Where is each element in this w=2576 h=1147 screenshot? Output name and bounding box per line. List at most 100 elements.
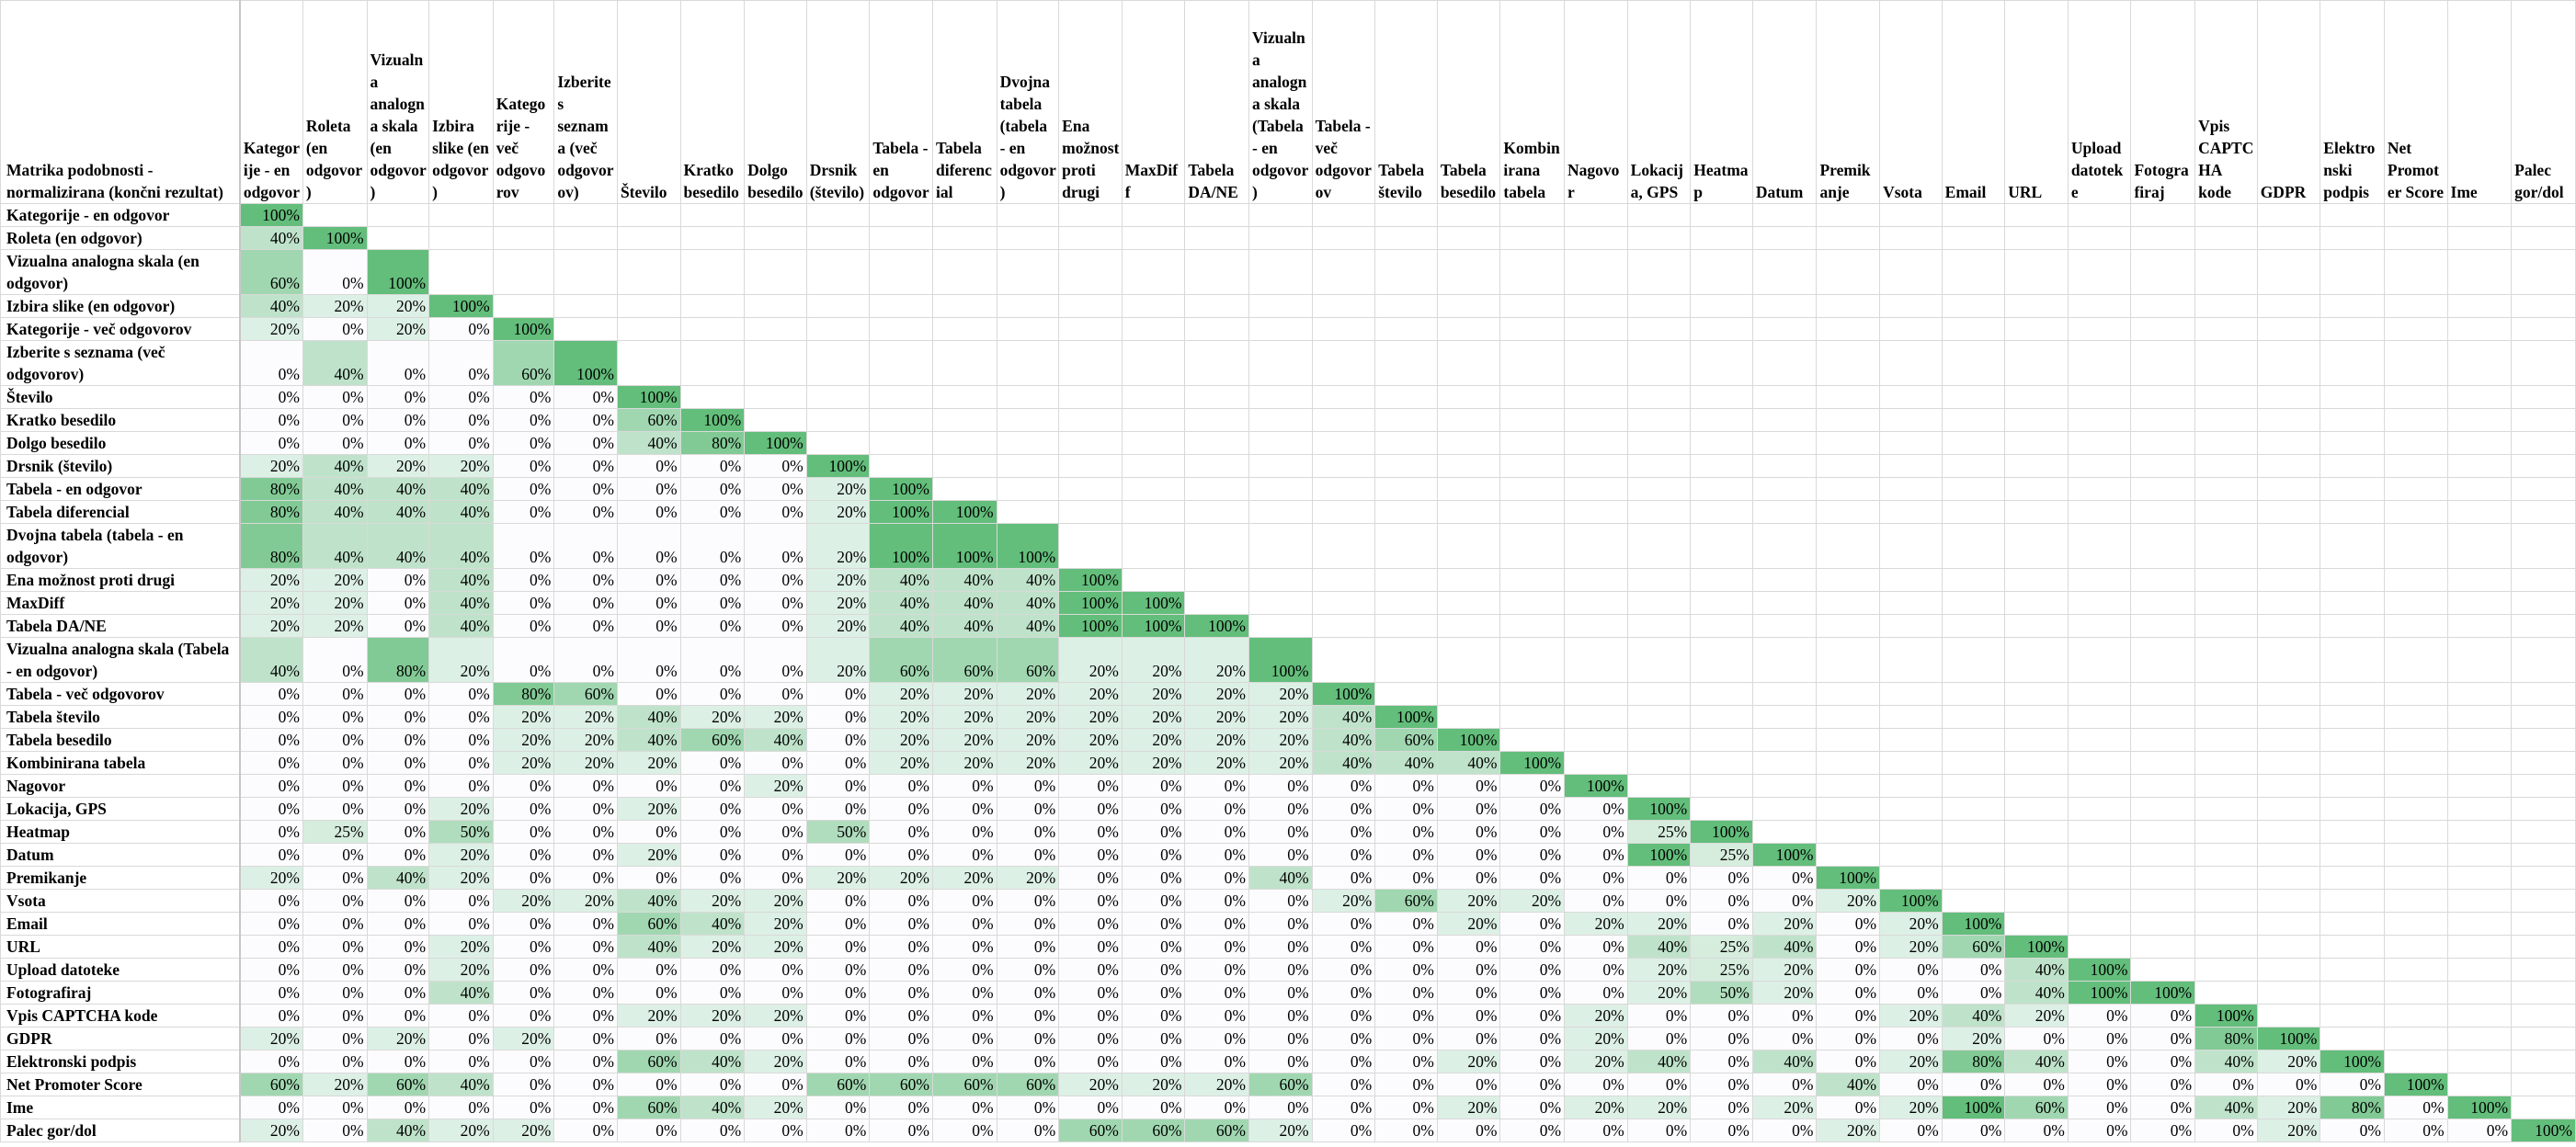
matrix-cell[interactable] (805, 249, 871, 295)
matrix-cell[interactable] (2320, 294, 2385, 318)
matrix-cell[interactable]: 20% (1564, 1027, 1628, 1050)
matrix-cell[interactable] (996, 294, 1060, 318)
matrix-cell[interactable] (805, 385, 871, 409)
matrix-cell[interactable] (2383, 249, 2448, 295)
matrix-cell[interactable] (1626, 431, 1692, 455)
matrix-cell[interactable] (2511, 500, 2576, 524)
matrix-cell[interactable] (2320, 568, 2385, 592)
matrix-cell[interactable]: 0% (2194, 1073, 2258, 1096)
matrix-cell[interactable]: 0% (616, 958, 681, 982)
matrix-cell[interactable]: 20% (1436, 1050, 1501, 1073)
matrix-cell[interactable] (679, 203, 746, 227)
matrix-cell[interactable] (1941, 385, 2006, 409)
matrix-cell[interactable] (2256, 614, 2321, 638)
matrix-cell[interactable] (2067, 226, 2132, 250)
matrix-cell[interactable]: 0% (1058, 820, 1123, 844)
matrix-cell[interactable] (2194, 981, 2258, 1005)
matrix-cell[interactable]: 0% (805, 1096, 871, 1119)
column-header[interactable]: GDPR (2256, 0, 2321, 204)
matrix-cell[interactable]: 0% (302, 682, 368, 706)
matrix-cell[interactable] (1626, 751, 1692, 775)
matrix-cell[interactable]: 20% (744, 1050, 807, 1073)
matrix-cell[interactable]: 60% (616, 408, 681, 432)
matrix-cell[interactable] (744, 408, 807, 432)
matrix-cell[interactable]: 0% (302, 1096, 368, 1119)
matrix-cell[interactable]: 100% (1941, 1096, 2006, 1119)
matrix-cell[interactable]: 60% (1184, 1119, 1249, 1142)
matrix-cell[interactable]: 0% (1879, 981, 1943, 1005)
matrix-cell[interactable]: 20% (492, 728, 555, 752)
matrix-cell[interactable]: 0% (1564, 889, 1628, 913)
row-header[interactable]: Tabela število (0, 705, 241, 729)
matrix-cell[interactable] (2446, 1050, 2513, 1073)
matrix-cell[interactable]: 20% (679, 935, 746, 959)
matrix-cell[interactable]: 0% (805, 751, 871, 775)
matrix-cell[interactable] (1564, 568, 1628, 592)
matrix-cell[interactable]: 0% (805, 912, 871, 936)
matrix-cell[interactable]: 0% (1626, 889, 1692, 913)
matrix-cell[interactable]: 20% (492, 1119, 555, 1142)
matrix-cell[interactable] (1690, 637, 1753, 683)
matrix-cell[interactable] (2320, 866, 2385, 890)
matrix-cell[interactable]: 60% (805, 1073, 871, 1096)
matrix-cell[interactable]: 40% (1626, 1050, 1692, 1073)
matrix-cell[interactable]: 40% (931, 591, 997, 615)
column-header[interactable]: Email (1941, 0, 2006, 204)
matrix-cell[interactable] (1879, 317, 1943, 341)
matrix-cell[interactable]: 0% (492, 843, 555, 867)
matrix-cell[interactable]: 0% (744, 454, 807, 478)
matrix-cell[interactable] (2004, 682, 2069, 706)
matrix-cell[interactable]: 20% (616, 1004, 681, 1028)
matrix-cell[interactable] (2130, 843, 2196, 867)
matrix-cell[interactable] (1564, 317, 1628, 341)
matrix-cell[interactable]: 100% (1879, 889, 1943, 913)
matrix-cell[interactable] (2320, 431, 2385, 455)
matrix-cell[interactable] (553, 226, 618, 250)
matrix-cell[interactable]: 100% (1499, 751, 1566, 775)
row-header[interactable]: Premikanje (0, 866, 241, 890)
matrix-cell[interactable]: 0% (366, 591, 430, 615)
matrix-cell[interactable]: 0% (553, 1073, 618, 1096)
matrix-cell[interactable]: 0% (1436, 1004, 1501, 1028)
matrix-cell[interactable]: 0% (1499, 820, 1566, 844)
matrix-cell[interactable]: 0% (616, 1119, 681, 1142)
matrix-cell[interactable] (679, 385, 746, 409)
matrix-cell[interactable] (1879, 226, 1943, 250)
matrix-cell[interactable]: 100% (616, 385, 681, 409)
matrix-cell[interactable]: 0% (2067, 1119, 2132, 1142)
matrix-cell[interactable]: 0% (1184, 1027, 1249, 1050)
matrix-cell[interactable]: 0% (1690, 1027, 1753, 1050)
matrix-cell[interactable]: 0% (492, 637, 555, 683)
matrix-cell[interactable] (616, 226, 681, 250)
matrix-cell[interactable]: 20% (1941, 1027, 2006, 1050)
matrix-cell[interactable] (1941, 523, 2006, 569)
matrix-cell[interactable]: 0% (931, 1027, 997, 1050)
matrix-cell[interactable]: 0% (1058, 866, 1123, 890)
matrix-cell[interactable]: 0% (805, 774, 871, 798)
matrix-cell[interactable]: 0% (996, 912, 1060, 936)
matrix-cell[interactable]: 0% (1374, 958, 1438, 982)
matrix-cell[interactable]: 20% (1248, 751, 1313, 775)
matrix-cell[interactable] (1564, 682, 1628, 706)
matrix-cell[interactable] (2511, 1050, 2576, 1073)
matrix-cell[interactable] (1690, 614, 1753, 638)
matrix-cell[interactable] (616, 340, 681, 386)
matrix-cell[interactable] (2067, 637, 2132, 683)
matrix-cell[interactable]: 50% (805, 820, 871, 844)
matrix-cell[interactable]: 0% (1816, 958, 1881, 982)
matrix-cell[interactable] (1879, 797, 1943, 821)
matrix-cell[interactable]: 20% (1751, 981, 1818, 1005)
matrix-cell[interactable] (1121, 523, 1186, 569)
matrix-cell[interactable] (931, 203, 997, 227)
column-header[interactable]: Tabela diferencial (931, 0, 997, 204)
matrix-cell[interactable] (1690, 774, 1753, 798)
matrix-cell[interactable] (2446, 431, 2513, 455)
matrix-cell[interactable]: 0% (805, 1027, 871, 1050)
matrix-cell[interactable]: 0% (1248, 1027, 1313, 1050)
matrix-cell[interactable] (744, 203, 807, 227)
matrix-cell[interactable]: 20% (239, 568, 303, 592)
matrix-cell[interactable]: 0% (492, 614, 555, 638)
matrix-cell[interactable]: 0% (1751, 889, 1818, 913)
matrix-cell[interactable]: 0% (1121, 774, 1186, 798)
matrix-cell[interactable] (1816, 843, 1881, 867)
